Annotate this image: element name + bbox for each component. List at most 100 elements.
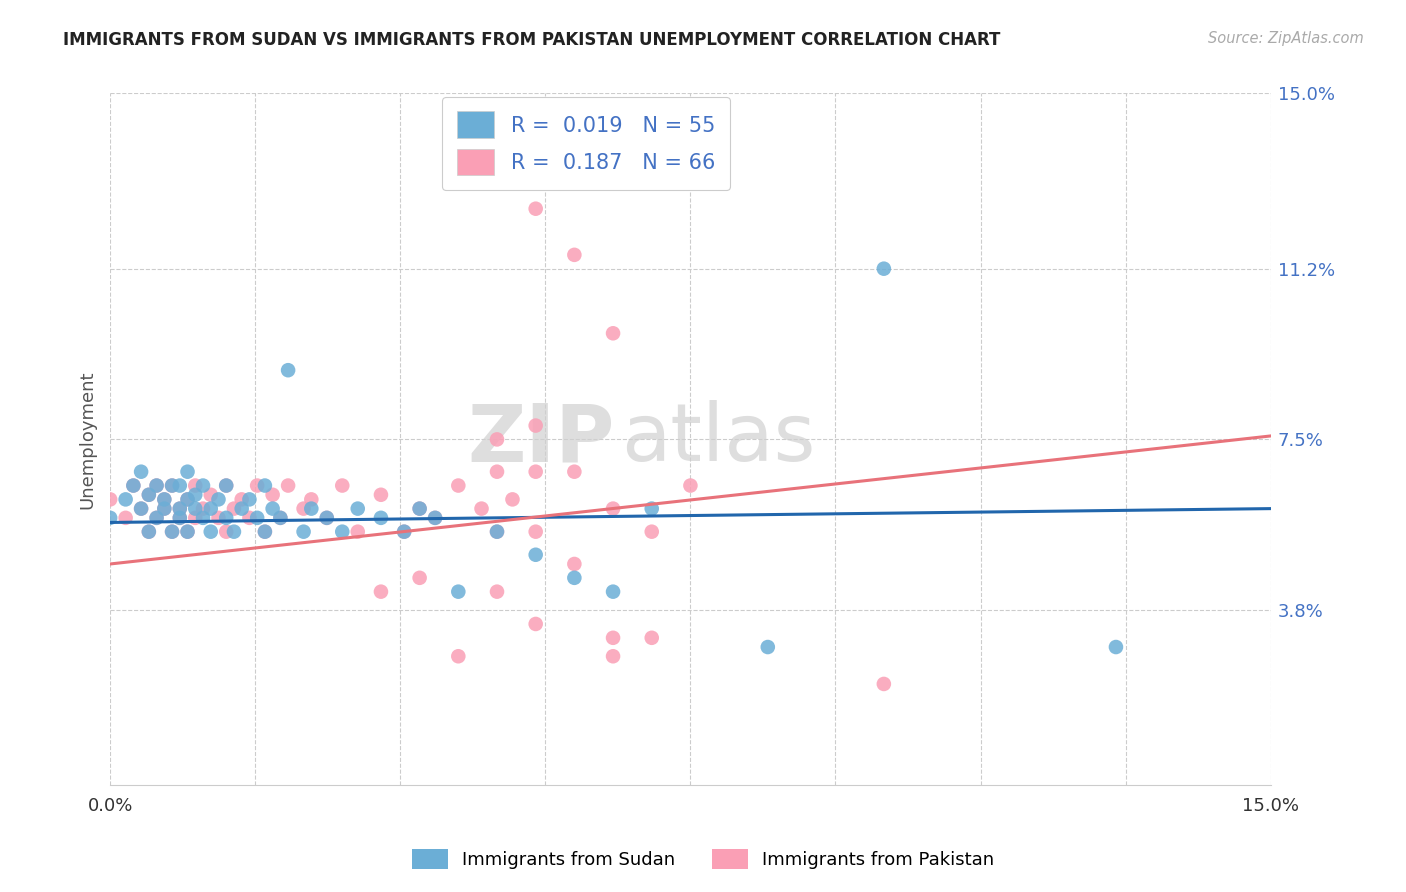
Point (262, 501, 284, 516)
Point (138, 488, 160, 502)
Point (215, 511, 238, 525)
Point (153, 492, 176, 507)
Point (269, 511, 291, 525)
Point (191, 501, 214, 516)
Point (169, 501, 191, 516)
Point (253, 478, 276, 492)
Point (315, 511, 337, 525)
Point (215, 524, 238, 539)
Point (524, 524, 547, 539)
Point (370, 488, 392, 502)
Point (423, 511, 446, 525)
Point (176, 524, 198, 539)
Point (602, 649, 624, 664)
Point (160, 478, 183, 492)
Legend: Immigrants from Sudan, Immigrants from Pakistan: Immigrants from Sudan, Immigrants from P… (402, 839, 1004, 879)
Point (408, 501, 430, 516)
Point (145, 478, 167, 492)
Point (207, 511, 229, 525)
Point (756, 640, 779, 654)
Point (315, 511, 337, 525)
Point (145, 511, 167, 525)
Point (524, 617, 547, 632)
Point (299, 501, 322, 516)
Point (129, 465, 152, 479)
Point (346, 524, 368, 539)
Text: IMMIGRANTS FROM SUDAN VS IMMIGRANTS FROM PAKISTAN UNEMPLOYMENT CORRELATION CHART: IMMIGRANTS FROM SUDAN VS IMMIGRANTS FROM… (63, 31, 1001, 49)
Point (122, 478, 145, 492)
Point (330, 524, 353, 539)
Point (138, 488, 160, 502)
Point (447, 584, 470, 599)
Point (277, 478, 299, 492)
Point (169, 501, 191, 516)
Point (191, 478, 214, 492)
Point (447, 649, 470, 664)
Point (564, 557, 586, 571)
Point (222, 501, 245, 516)
Point (564, 248, 586, 262)
Point (184, 501, 207, 516)
Point (138, 524, 160, 539)
Point (200, 488, 222, 502)
Point (238, 492, 260, 507)
Point (524, 418, 547, 433)
Point (169, 511, 191, 525)
Point (485, 524, 508, 539)
Point (169, 511, 191, 525)
Text: atlas: atlas (621, 401, 815, 478)
Point (160, 524, 183, 539)
Point (330, 478, 353, 492)
Point (564, 465, 586, 479)
Point (873, 677, 896, 691)
Point (138, 524, 160, 539)
Point (524, 202, 547, 216)
Point (253, 524, 276, 539)
Point (564, 571, 586, 585)
Point (169, 478, 191, 492)
Point (524, 548, 547, 562)
Point (184, 488, 207, 502)
Point (470, 501, 492, 516)
Point (200, 524, 222, 539)
Point (246, 511, 269, 525)
Point (262, 488, 284, 502)
Point (200, 501, 222, 516)
Point (129, 501, 152, 516)
Point (215, 478, 238, 492)
Point (408, 501, 430, 516)
Point (485, 433, 508, 447)
Point (447, 478, 470, 492)
Point (238, 511, 260, 525)
Point (222, 524, 245, 539)
Point (184, 511, 207, 525)
Point (98, 492, 121, 507)
Point (153, 501, 176, 516)
Point (292, 524, 315, 539)
Point (191, 511, 214, 525)
Point (176, 465, 198, 479)
Point (215, 478, 238, 492)
Point (299, 492, 322, 507)
Point (423, 511, 446, 525)
Point (176, 492, 198, 507)
Point (269, 511, 291, 525)
Point (485, 524, 508, 539)
Point (145, 511, 167, 525)
Point (160, 478, 183, 492)
Point (231, 501, 253, 516)
Point (98, 511, 121, 525)
Point (370, 511, 392, 525)
Point (176, 524, 198, 539)
Legend: R =  0.019   N = 55, R =  0.187   N = 66: R = 0.019 N = 55, R = 0.187 N = 66 (441, 97, 730, 190)
Point (292, 501, 315, 516)
Point (153, 492, 176, 507)
Point (602, 326, 624, 341)
Point (277, 363, 299, 377)
Point (602, 631, 624, 645)
Point (176, 492, 198, 507)
Point (153, 501, 176, 516)
Point (346, 501, 368, 516)
Text: ZIP: ZIP (468, 401, 614, 478)
Y-axis label: Unemployment: Unemployment (79, 370, 96, 508)
